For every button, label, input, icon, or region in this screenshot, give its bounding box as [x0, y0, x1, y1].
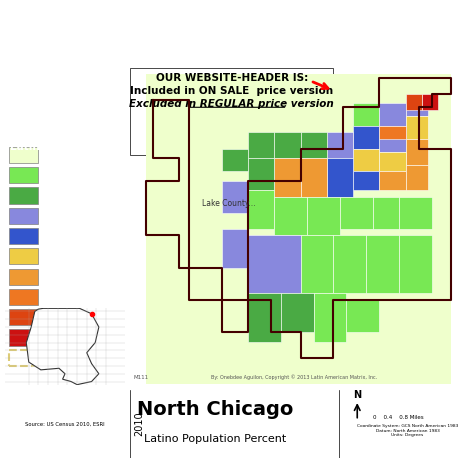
FancyBboxPatch shape [9, 208, 38, 224]
FancyBboxPatch shape [300, 132, 327, 158]
Polygon shape [26, 308, 99, 385]
FancyBboxPatch shape [314, 294, 347, 342]
FancyBboxPatch shape [300, 158, 327, 197]
Text: North Chicago: North Chicago [21, 78, 109, 87]
FancyBboxPatch shape [373, 197, 399, 229]
FancyBboxPatch shape [300, 235, 333, 294]
Text: 70.1% - 80%: 70.1% - 80% [47, 293, 95, 301]
FancyBboxPatch shape [327, 158, 353, 197]
FancyBboxPatch shape [422, 94, 438, 110]
FancyBboxPatch shape [248, 235, 300, 294]
Text: 80.1% - 90%: 80.1% - 90% [47, 313, 95, 322]
Text: By: Onebdee Aguilon, Copyright © 2013 Latin American Matrix, Inc.: By: Onebdee Aguilon, Copyright © 2013 La… [211, 375, 377, 380]
Text: 10.1% - 20%: 10.1% - 20% [47, 171, 95, 180]
Text: North Chicago: North Chicago [137, 399, 294, 419]
FancyBboxPatch shape [353, 104, 379, 126]
Text: 2010: 2010 [135, 412, 145, 436]
FancyBboxPatch shape [399, 197, 432, 229]
Text: Coordinate System: GCS North American 1983
Datum: North American 1983
Units: Deg: Coordinate System: GCS North American 19… [357, 424, 458, 437]
FancyBboxPatch shape [353, 171, 379, 191]
FancyBboxPatch shape [281, 294, 314, 332]
Text: Latino Population: Latino Population [11, 142, 115, 152]
FancyBboxPatch shape [405, 164, 429, 191]
FancyBboxPatch shape [353, 148, 379, 171]
Text: Excluded in REGULAR price version: Excluded in REGULAR price version [129, 98, 334, 109]
FancyBboxPatch shape [222, 148, 248, 171]
FancyBboxPatch shape [248, 158, 274, 191]
FancyBboxPatch shape [9, 248, 38, 264]
Text: Source: US Census 2010, ESRI: Source: US Census 2010, ESRI [25, 421, 105, 426]
FancyBboxPatch shape [340, 197, 373, 229]
FancyBboxPatch shape [399, 235, 432, 294]
Text: 30.1% - 40%: 30.1% - 40% [47, 211, 95, 220]
Text: Census Blocks: Census Blocks [11, 123, 94, 133]
FancyBboxPatch shape [379, 126, 405, 139]
Text: 50.1% - 60%: 50.1% - 60% [47, 252, 95, 261]
FancyBboxPatch shape [9, 268, 38, 285]
Text: ILLINOIS COUNTIES: ILLINOIS COUNTIES [32, 366, 98, 372]
FancyBboxPatch shape [248, 132, 274, 158]
Text: 20.1% - 30%: 20.1% - 30% [47, 191, 95, 200]
FancyBboxPatch shape [248, 294, 281, 342]
FancyBboxPatch shape [347, 300, 379, 332]
FancyBboxPatch shape [366, 235, 399, 294]
Text: Lake County...: Lake County... [202, 199, 256, 208]
Text: Latino Population Percent: Latino Population Percent [144, 434, 286, 444]
FancyBboxPatch shape [405, 139, 429, 164]
FancyBboxPatch shape [9, 228, 38, 244]
Text: OUR WEBSITE-HEADER IS:: OUR WEBSITE-HEADER IS: [156, 73, 308, 83]
FancyBboxPatch shape [9, 187, 38, 203]
FancyBboxPatch shape [274, 197, 307, 235]
Text: M111: M111 [133, 376, 148, 380]
FancyBboxPatch shape [405, 116, 429, 139]
FancyBboxPatch shape [248, 191, 274, 229]
Text: 0    0.4    0.8 Miles: 0 0.4 0.8 Miles [373, 414, 424, 420]
FancyBboxPatch shape [222, 229, 248, 267]
Text: Source: US Census 2010, ESRI: Source: US Census 2010, ESRI [6, 382, 90, 387]
Text: 90.1% - 100%: 90.1% - 100% [47, 333, 100, 342]
FancyBboxPatch shape [307, 197, 340, 235]
Text: Excluded in REGULAR price version: Excluded in REGULAR price version [128, 98, 335, 109]
Text: 40.1% - 50%: 40.1% - 50% [47, 232, 95, 240]
Text: County Line: County Line [47, 353, 93, 362]
FancyBboxPatch shape [405, 94, 422, 110]
FancyBboxPatch shape [405, 97, 429, 116]
FancyBboxPatch shape [9, 147, 38, 163]
Text: 0% - 10%: 0% - 10% [47, 150, 83, 159]
FancyBboxPatch shape [130, 68, 458, 390]
FancyBboxPatch shape [274, 158, 300, 197]
FancyBboxPatch shape [222, 181, 248, 213]
FancyBboxPatch shape [9, 329, 38, 346]
FancyBboxPatch shape [9, 167, 38, 183]
Text: Included in ON SALE  price version: Included in ON SALE price version [130, 86, 333, 96]
FancyBboxPatch shape [274, 132, 300, 158]
Text: 60.1% - 70%: 60.1% - 70% [47, 272, 95, 281]
FancyBboxPatch shape [379, 104, 405, 126]
FancyBboxPatch shape [9, 289, 38, 305]
FancyBboxPatch shape [353, 126, 379, 148]
FancyBboxPatch shape [379, 126, 405, 152]
FancyBboxPatch shape [147, 75, 452, 383]
Text: Pop:   32,574 | 27.2 % Latino|: Pop: 32,574 | 27.2 % Latino| [13, 94, 117, 101]
FancyBboxPatch shape [333, 235, 366, 294]
FancyBboxPatch shape [327, 132, 353, 158]
FancyBboxPatch shape [9, 309, 38, 325]
FancyBboxPatch shape [130, 68, 333, 155]
FancyBboxPatch shape [379, 152, 405, 171]
Text: N: N [353, 390, 361, 400]
FancyBboxPatch shape [379, 171, 405, 191]
